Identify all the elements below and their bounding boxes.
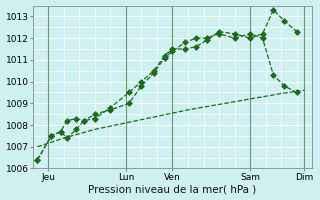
X-axis label: Pression niveau de la mer( hPa ): Pression niveau de la mer( hPa ) [88, 184, 257, 194]
